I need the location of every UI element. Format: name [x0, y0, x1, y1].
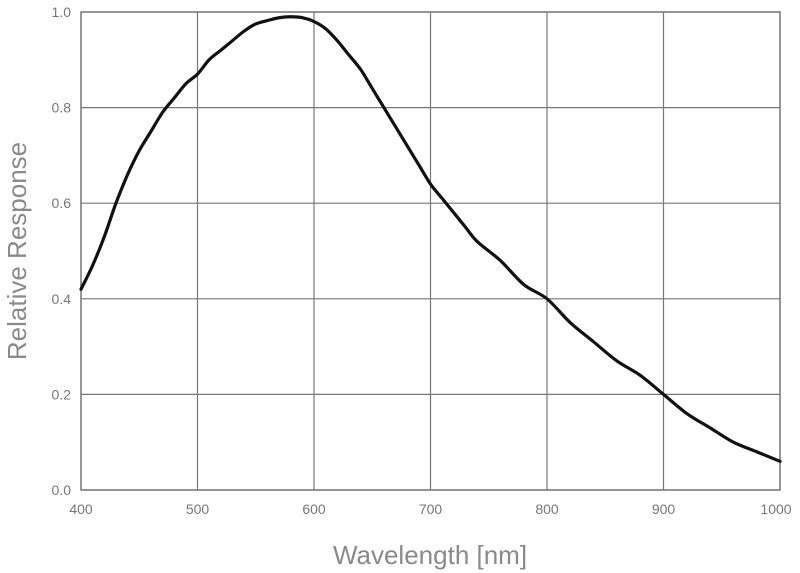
series-line: [79, 15, 782, 463]
x-axis-ticks: 400 500 600 700 800 900 1000: [69, 501, 791, 517]
x-tick-label: 800: [535, 501, 559, 517]
y-tick-label: 0.2: [52, 386, 72, 402]
x-tick-label: 900: [652, 501, 676, 517]
y-tick-label: 0.8: [52, 100, 72, 116]
y-tick-label: 0.0: [52, 482, 72, 498]
x-tick-label: 600: [302, 501, 326, 517]
y-tick-label: 0.4: [52, 291, 72, 307]
y-axis-ticks: 0.0 0.2 0.4 0.6 0.8 1.0: [52, 4, 72, 498]
x-tick-label: 500: [186, 501, 210, 517]
x-tick-label: 700: [419, 501, 443, 517]
y-axis-label: Relative Response: [2, 142, 32, 360]
x-tick-label: 1000: [760, 501, 791, 517]
y-tick-label: 1.0: [52, 4, 72, 20]
y-tick-label: 0.6: [52, 195, 72, 211]
plot-frame: [80, 11, 781, 491]
x-tick-label: 400: [69, 501, 93, 517]
x-axis-label: Wavelength [nm]: [333, 540, 527, 570]
